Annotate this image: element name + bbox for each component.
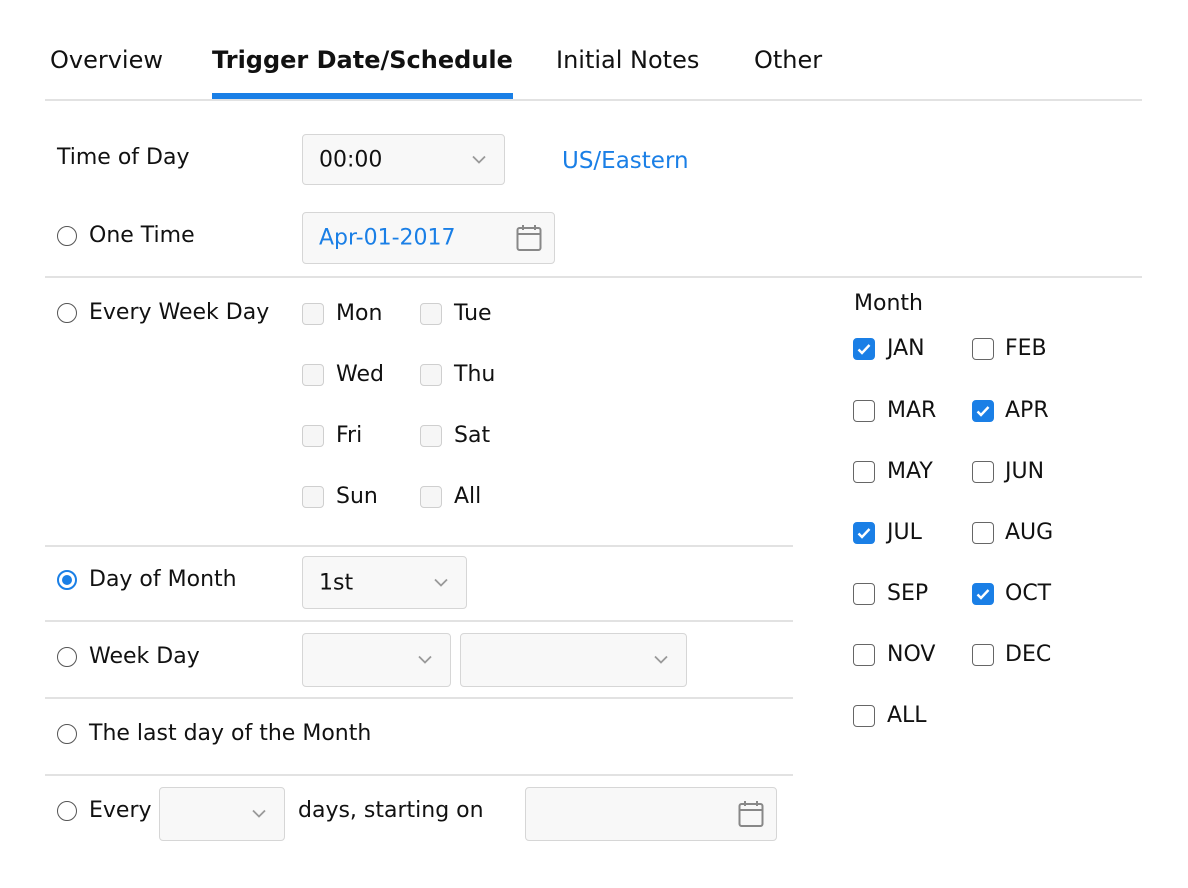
month-label-jul: JUL (887, 520, 922, 545)
weekday-label-sat: Sat (454, 423, 491, 448)
week-day-label: Week Day (89, 644, 200, 669)
tab-trigger-date-schedule[interactable]: Trigger Date/Schedule (212, 46, 513, 74)
month-label-apr: APR (1005, 398, 1049, 423)
month-checkbox-aug[interactable] (972, 522, 994, 544)
weekday-label-fri: Fri (336, 423, 363, 448)
day-of-month-radio[interactable] (57, 570, 77, 590)
every-label: Every (89, 798, 152, 823)
weekday-label-mon: Mon (336, 301, 383, 326)
last-day-label: The last day of the Month (89, 721, 372, 746)
day-of-month-label: Day of Month (89, 567, 237, 592)
month-label-all: ALL (887, 703, 927, 728)
tab-overview[interactable]: Overview (50, 46, 163, 74)
month-checkbox-all[interactable] (853, 705, 875, 727)
weekday-checkbox-tue[interactable] (420, 303, 442, 325)
active-tab-indicator (212, 93, 513, 99)
month-label-aug: AUG (1005, 520, 1054, 545)
chevron-down-icon (418, 655, 432, 664)
divider (45, 774, 793, 776)
weekday-checkbox-sun[interactable] (302, 486, 324, 508)
month-checkbox-jan[interactable] (853, 338, 875, 360)
checkmark-icon (857, 344, 871, 355)
checkmark-icon (976, 406, 990, 417)
every-n-start-date-input[interactable] (525, 787, 777, 841)
one-time-label: One Time (89, 223, 195, 248)
time-of-day-label: Time of Day (57, 145, 190, 170)
month-checkbox-may[interactable] (853, 461, 875, 483)
month-checkbox-oct[interactable] (972, 583, 994, 605)
last-day-radio[interactable] (57, 724, 77, 744)
month-checkbox-jul[interactable] (853, 522, 875, 544)
month-checkbox-apr[interactable] (972, 400, 994, 422)
weekday-checkbox-sat[interactable] (420, 425, 442, 447)
weekday-checkbox-thu[interactable] (420, 364, 442, 386)
month-checkbox-mar[interactable] (853, 400, 875, 422)
month-label: Month (854, 291, 923, 316)
one-time-radio[interactable] (57, 226, 77, 246)
every-week-day-label: Every Week Day (89, 300, 270, 325)
month-label-may: MAY (887, 459, 933, 484)
month-label-mar: MAR (887, 398, 937, 423)
every-week-day-radio[interactable] (57, 303, 77, 323)
every-n-days-radio[interactable] (57, 801, 77, 821)
month-label-dec: DEC (1005, 642, 1052, 667)
weekday-label-tue: Tue (454, 301, 492, 326)
month-label-sep: SEP (887, 581, 929, 606)
chevron-down-icon (472, 155, 486, 164)
checkmark-icon (857, 528, 871, 539)
weekday-checkbox-fri[interactable] (302, 425, 324, 447)
checkmark-icon (976, 589, 990, 600)
every-n-days-select[interactable] (159, 787, 285, 841)
time-of-day-value: 00:00 (319, 147, 383, 172)
chevron-down-icon (434, 578, 448, 587)
day-of-month-select[interactable]: 1st (302, 556, 467, 609)
day-of-month-value: 1st (319, 570, 354, 595)
weekday-checkbox-wed[interactable] (302, 364, 324, 386)
month-label-jun: JUN (1005, 459, 1045, 484)
timezone-link[interactable]: US/Eastern (562, 148, 689, 174)
weekday-label-all: All (454, 484, 482, 509)
days-starting-on-label: days, starting on (298, 798, 484, 823)
divider (45, 620, 793, 622)
time-of-day-select[interactable]: 00:00 (302, 134, 505, 185)
weekday-checkbox-all[interactable] (420, 486, 442, 508)
weekday-label-wed: Wed (336, 362, 384, 387)
tabs-divider (45, 99, 1142, 101)
week-day-day-select[interactable] (460, 633, 687, 687)
calendar-icon[interactable] (516, 224, 542, 252)
week-day-ordinal-select[interactable] (302, 633, 451, 687)
chevron-down-icon (252, 809, 266, 818)
month-checkbox-feb[interactable] (972, 338, 994, 360)
month-label-oct: OCT (1005, 581, 1052, 606)
divider (45, 697, 793, 699)
divider (45, 276, 1142, 278)
weekday-checkbox-mon[interactable] (302, 303, 324, 325)
chevron-down-icon (654, 655, 668, 664)
month-label-nov: NOV (887, 642, 936, 667)
month-label-jan: JAN (887, 336, 925, 361)
tab-initial-notes[interactable]: Initial Notes (556, 46, 700, 74)
calendar-icon[interactable] (738, 800, 764, 828)
tab-other[interactable]: Other (754, 46, 823, 74)
weekday-label-thu: Thu (454, 362, 496, 387)
month-checkbox-nov[interactable] (853, 644, 875, 666)
one-time-date-value: Apr-01-2017 (319, 225, 456, 251)
month-checkbox-jun[interactable] (972, 461, 994, 483)
month-checkbox-sep[interactable] (853, 583, 875, 605)
divider (45, 545, 793, 547)
month-checkbox-dec[interactable] (972, 644, 994, 666)
month-label-feb: FEB (1005, 336, 1047, 361)
weekday-label-sun: Sun (336, 484, 378, 509)
one-time-date-input[interactable]: Apr-01-2017 (302, 212, 555, 264)
week-day-radio[interactable] (57, 647, 77, 667)
